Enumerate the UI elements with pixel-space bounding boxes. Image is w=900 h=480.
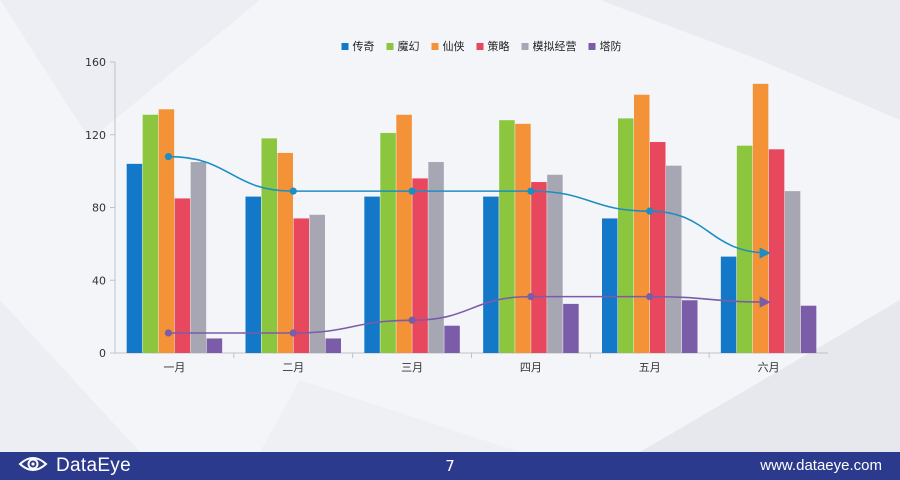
website-link[interactable]: www.dataeye.com xyxy=(760,457,882,474)
brand-logo[interactable]: DataEye xyxy=(18,452,131,480)
bar xyxy=(190,162,207,353)
y-tick-label: 80 xyxy=(92,202,106,215)
legend-swatch xyxy=(341,43,349,50)
y-tick-label: 160 xyxy=(85,56,106,69)
legend-swatch xyxy=(386,43,394,50)
bar xyxy=(293,218,309,353)
bar xyxy=(206,338,223,353)
bar xyxy=(634,94,650,354)
trend-lines xyxy=(164,152,771,337)
legend-label: 模拟经营 xyxy=(533,39,577,53)
x-category-label: 四月 xyxy=(520,361,542,374)
legend-swatch xyxy=(521,43,529,50)
bar xyxy=(499,120,515,353)
legend-label: 魔幻 xyxy=(398,39,420,53)
trend-line xyxy=(168,295,771,334)
bar xyxy=(618,118,634,353)
x-category-label: 一月 xyxy=(163,361,185,374)
bar xyxy=(325,338,341,353)
y-tick-label: 40 xyxy=(92,274,106,287)
x-axis: 一月 二月 三月 四月 五月 六月 xyxy=(115,352,828,374)
bar xyxy=(784,191,801,353)
bar xyxy=(602,218,618,353)
legend-swatch xyxy=(588,43,596,50)
bar xyxy=(245,196,261,353)
y-axis: 0 40 80 120 160 xyxy=(85,56,116,360)
footer-bar: DataEye 7 www.dataeye.com xyxy=(0,452,900,480)
background-decoration xyxy=(600,0,900,452)
bar xyxy=(309,214,325,353)
legend-swatch xyxy=(476,43,484,50)
trend-point xyxy=(408,187,416,195)
bar xyxy=(752,83,769,353)
bar xyxy=(126,163,143,353)
bar xyxy=(142,114,159,354)
trend-point xyxy=(527,187,535,195)
x-category-label: 六月 xyxy=(758,361,780,374)
trend-point xyxy=(646,293,654,301)
bar xyxy=(277,152,293,353)
trend-line xyxy=(168,155,771,259)
bar xyxy=(412,178,428,353)
trend-point xyxy=(408,316,416,324)
bar xyxy=(364,196,380,353)
bar xyxy=(768,149,785,353)
bar xyxy=(158,109,175,353)
bar xyxy=(380,132,396,353)
x-category-label: 五月 xyxy=(639,361,661,374)
bar xyxy=(682,300,698,353)
legend-label: 传奇 xyxy=(353,40,375,53)
bar xyxy=(174,198,191,353)
trend-point xyxy=(164,152,173,161)
page-number: 7 xyxy=(445,457,455,475)
bar xyxy=(547,174,563,353)
bar xyxy=(444,325,460,353)
bar-chart: 传奇 魔幻 仙侠 策略 模拟经营 塔防 0 40 80 120 160 一月 二月 三月 四月 五月 六月 xyxy=(85,39,828,374)
bar xyxy=(720,256,737,353)
y-tick-label: 120 xyxy=(85,129,106,142)
bar xyxy=(666,165,682,353)
bar xyxy=(800,305,817,353)
trend-point xyxy=(527,293,535,301)
bar xyxy=(531,182,547,353)
bar xyxy=(515,123,531,354)
chart-legend: 传奇 魔幻 仙侠 策略 模拟经营 塔防 xyxy=(341,39,622,53)
legend-label: 塔防 xyxy=(600,39,622,53)
legend-label: 策略 xyxy=(488,39,510,53)
eye-logo-icon xyxy=(18,455,48,477)
legend-swatch xyxy=(431,43,439,50)
bar xyxy=(483,196,499,353)
y-tick-label: 0 xyxy=(99,347,106,360)
bar xyxy=(261,138,277,353)
brand-name: DataEye xyxy=(56,455,131,476)
legend-label: 仙侠 xyxy=(443,40,465,53)
x-category-label: 三月 xyxy=(401,361,423,374)
trend-point xyxy=(289,187,297,195)
trend-point xyxy=(289,329,297,337)
trend-point xyxy=(646,207,654,215)
bar xyxy=(650,142,666,353)
x-category-label: 二月 xyxy=(282,361,304,374)
bar xyxy=(428,162,444,353)
bar xyxy=(563,303,579,353)
bars xyxy=(126,83,817,354)
trend-point xyxy=(164,329,173,337)
bar xyxy=(396,114,412,354)
